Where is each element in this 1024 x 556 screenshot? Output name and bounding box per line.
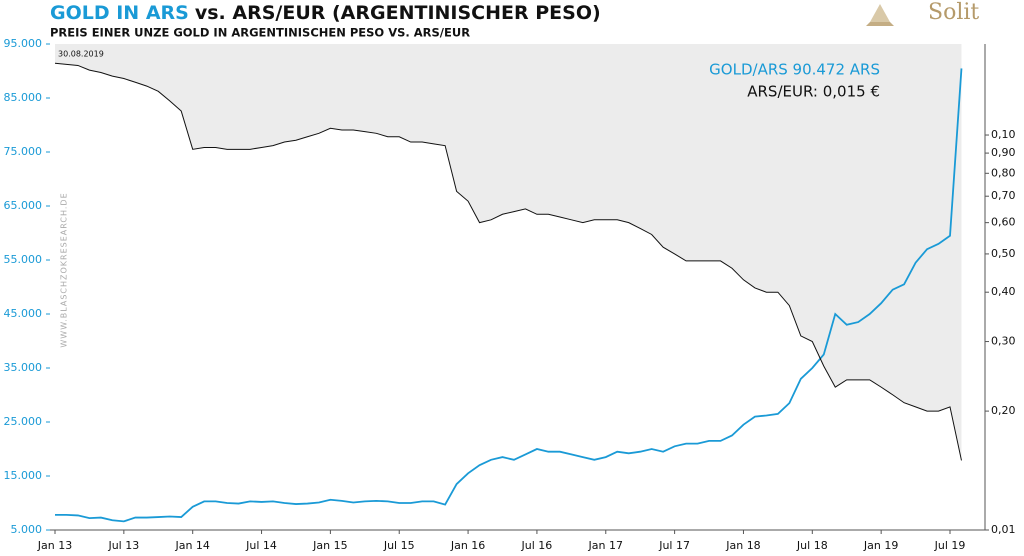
x-tick-label: Jul 17 <box>658 539 690 552</box>
logo: Solit <box>866 0 979 26</box>
y2-tick-label: 0,01 <box>991 523 1016 536</box>
x-tick-label: Jan 16 <box>450 539 485 552</box>
y-tick-label: 85.000 <box>4 91 43 104</box>
x-tick-label: Jul 15 <box>383 539 415 552</box>
x-tick-label: Jan 19 <box>863 539 898 552</box>
line <box>55 68 963 523</box>
x-tick-label: Jul 14 <box>245 539 277 552</box>
line <box>54 62 962 461</box>
y-tick-label: 75.000 <box>4 145 43 158</box>
date-note: 30.08.2019 <box>58 50 104 59</box>
title-rest: vs. ARS/EUR (ARGENTINISCHER PESO) <box>195 2 601 24</box>
y2-tick-label: 0,50 <box>991 247 1016 260</box>
y-tick-label: 65.000 <box>4 199 43 212</box>
x-tick-label: Jan 18 <box>725 539 760 552</box>
y-tick-label: 55.000 <box>4 253 43 266</box>
y2-tick-label: 0,70 <box>991 189 1016 202</box>
y2-tick-label: 0,10 <box>991 128 1016 141</box>
logo-text: Solit <box>928 0 979 25</box>
x-tick-label: Jul 19 <box>934 539 966 552</box>
y2-tick-label: 0,80 <box>991 166 1016 179</box>
y-tick-label: 25.000 <box>4 415 43 428</box>
x-tick-label: Jan 13 <box>37 539 72 552</box>
y2-tick-label: 0,60 <box>991 216 1016 229</box>
logo-icon <box>866 22 894 26</box>
x-tick-label: Jul 16 <box>521 539 553 552</box>
x-tick-label: Jan 15 <box>312 539 347 552</box>
y-tick-label: 15.000 <box>4 469 43 482</box>
y2-tick-label: 0,90 <box>991 146 1016 159</box>
x-tick-label: Jul 18 <box>796 539 828 552</box>
logo-icon <box>870 4 890 22</box>
y-tick-label: 95.000 <box>4 37 43 50</box>
legend-entry: ARS/EUR: 0,015 € <box>747 83 880 101</box>
area <box>55 44 962 461</box>
chart-title: GOLD IN ARS vs. ARS/EUR (ARGENTINISCHER P… <box>50 2 601 24</box>
plot-area: 5.000 15.000 25.000 35.000 45.000 55.000 65.00… <box>4 37 1016 552</box>
x-tick-label: Jan 14 <box>174 539 209 552</box>
legend-entry: GOLD/ARS 90.472 ARS <box>709 61 880 79</box>
y2-tick-label: 0,30 <box>991 335 1016 348</box>
watermark: WWW.BLASCHZOKRESEARCH.DE <box>60 192 69 347</box>
title-highlight: GOLD IN ARS <box>50 2 189 24</box>
y-tick-label: 5.000 <box>11 523 43 536</box>
x-tick-label: Jan 17 <box>588 539 623 552</box>
y-tick-label: 45.000 <box>4 307 43 320</box>
x-tick-label: Jul 13 <box>107 539 139 552</box>
y-tick-label: 35.000 <box>4 361 43 374</box>
y2-tick-label: 0,20 <box>991 404 1016 417</box>
y2-tick-label: 0,40 <box>991 285 1016 298</box>
subtitle: PREIS EINER UNZE GOLD IN ARGENTINISCHEN … <box>50 26 470 40</box>
